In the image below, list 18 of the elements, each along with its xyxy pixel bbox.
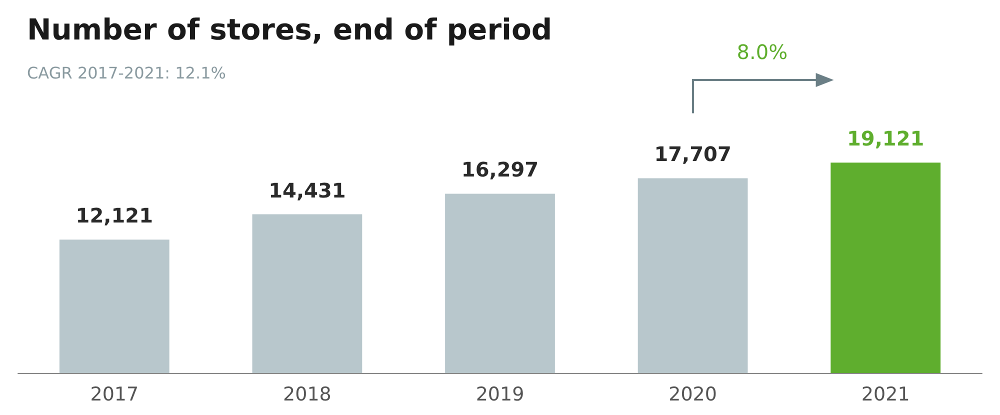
x-tick-label: 2018 bbox=[283, 384, 332, 406]
bar bbox=[252, 214, 362, 373]
x-tick-label: 2021 bbox=[861, 384, 910, 406]
bar bbox=[59, 240, 170, 373]
chart-subtitle: CAGR 2017-2021: 12.1% bbox=[27, 64, 226, 82]
chart-title: Number of stores, end of period bbox=[27, 12, 552, 46]
x-tick-label: 2017 bbox=[90, 384, 139, 406]
data-label: 19,121 bbox=[847, 126, 924, 151]
bar bbox=[445, 194, 555, 373]
data-label: 12,121 bbox=[76, 204, 153, 228]
data-label: 14,431 bbox=[268, 178, 346, 202]
text: 8.0% bbox=[736, 40, 789, 64]
bar bbox=[830, 162, 941, 373]
data-label: 16,297 bbox=[461, 158, 539, 182]
x-tick-label: 2019 bbox=[476, 384, 524, 406]
bar bbox=[638, 178, 748, 373]
data-label: 17,707 bbox=[654, 142, 732, 166]
x-tick-label: 2020 bbox=[668, 384, 717, 406]
